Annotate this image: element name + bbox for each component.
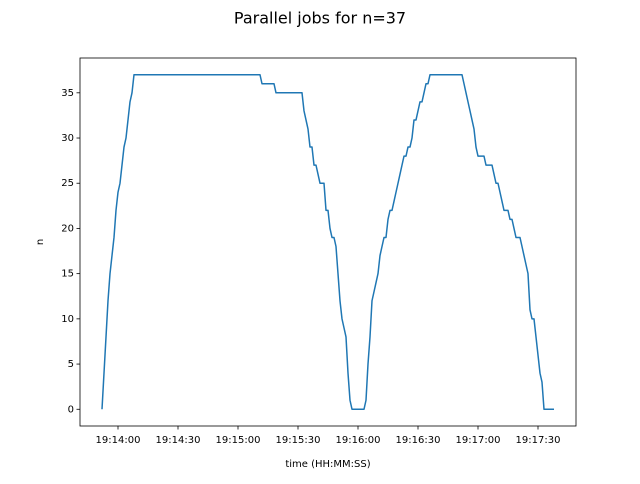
x-tick-label: 19:15:00	[216, 435, 261, 446]
x-tick-label: 19:14:30	[156, 435, 201, 446]
x-tick-label: 19:17:00	[456, 435, 501, 446]
y-tick-label: 20	[61, 223, 74, 234]
chart-title: Parallel jobs for n=37	[234, 9, 406, 28]
y-axis-label: n	[35, 239, 46, 245]
plot-frame	[79, 57, 577, 427]
y-tick-label: 0	[68, 404, 74, 415]
y-tick-label: 25	[61, 178, 74, 189]
y-tick-label: 35	[61, 88, 74, 99]
y-tick-label: 15	[61, 269, 74, 280]
x-tick-label: 19:16:00	[336, 435, 381, 446]
y-tick-label: 10	[61, 314, 74, 325]
x-axis-label: time (HH:MM:SS)	[285, 459, 370, 470]
x-tick-label: 19:15:30	[276, 435, 321, 446]
y-tick-label: 30	[61, 133, 74, 144]
x-tick-label: 19:14:00	[96, 435, 141, 446]
x-tick-label: 19:16:30	[396, 435, 441, 446]
y-tick-label: 5	[68, 359, 74, 370]
x-tick-label: 19:17:30	[516, 435, 561, 446]
line	[101, 73, 554, 411]
